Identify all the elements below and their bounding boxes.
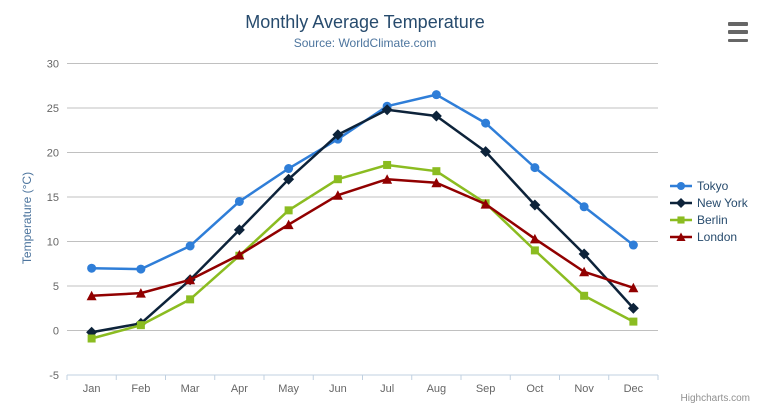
x-axis-label: Aug [427, 383, 447, 395]
y-axis-label: 30 [47, 59, 59, 71]
export-menu-button[interactable] [725, 20, 751, 44]
data-point[interactable] [284, 164, 294, 174]
data-point[interactable] [431, 90, 441, 100]
data-point[interactable] [529, 233, 540, 244]
data-point[interactable] [430, 110, 442, 122]
data-point[interactable] [432, 167, 441, 176]
data-point[interactable] [382, 174, 393, 184]
highcharts-credit[interactable]: Highcharts.com [680, 393, 750, 404]
data-point[interactable] [480, 199, 491, 209]
series-line-tokyo [90, 93, 635, 271]
x-axis-label: Nov [574, 383, 594, 395]
series-line-berlin [90, 163, 635, 340]
legend-item-new-york[interactable]: New York [669, 194, 748, 211]
series-line-new-york [90, 108, 635, 334]
series-london [86, 174, 639, 301]
data-point[interactable] [283, 219, 294, 230]
legend-item-tokyo[interactable]: Tokyo [669, 177, 748, 194]
y-gridlines [67, 63, 658, 376]
series-tokyo [87, 90, 638, 274]
data-point[interactable] [579, 266, 590, 277]
data-point[interactable] [332, 129, 344, 141]
y-axis-label: 5 [53, 281, 59, 293]
hamburger-menu-icon [728, 38, 748, 42]
data-point[interactable] [234, 196, 244, 206]
legend-item-berlin[interactable]: Berlin [669, 211, 748, 228]
hamburger-menu-icon [728, 22, 748, 26]
legend-label: New York [697, 195, 748, 210]
data-point[interactable] [530, 163, 540, 173]
y-axis-label: 15 [47, 192, 59, 204]
y-axis-label: -5 [49, 370, 59, 382]
hamburger-menu-icon [728, 30, 748, 34]
y-axis-label: 20 [47, 148, 59, 160]
x-axis-label: Feb [131, 383, 150, 395]
series-new-york [86, 104, 639, 338]
x-axis-label: Jan [83, 383, 101, 395]
legend: Tokyo New York Berlin London [669, 177, 748, 245]
data-point[interactable] [381, 104, 393, 116]
data-point[interactable] [136, 321, 145, 330]
chart-subtitle: Source: WorldClimate.com [293, 36, 437, 50]
chart-title: Monthly Average Temperature [245, 12, 485, 32]
legend-label: London [697, 229, 738, 244]
x-axis-label: Apr [231, 383, 248, 395]
y-axis-label: 0 [53, 326, 59, 338]
x-axis [66, 374, 659, 380]
series-line-london [90, 177, 635, 298]
data-point[interactable] [529, 199, 541, 211]
legend-marker-new-york [670, 197, 692, 208]
data-point[interactable] [629, 317, 638, 326]
x-axis-label: Sep [476, 383, 496, 395]
legend-marker-berlin [670, 215, 692, 224]
data-point[interactable] [186, 295, 195, 304]
x-axis-label: Oct [526, 383, 543, 395]
data-point[interactable] [87, 334, 96, 343]
data-point[interactable] [234, 249, 245, 260]
x-axis-labels: Jan Feb Mar Apr May Jun Jul Aug Sep Oct Nov Dec [83, 383, 644, 395]
x-axis-label: May [278, 383, 299, 395]
data-point[interactable] [383, 160, 392, 169]
data-point[interactable] [628, 240, 638, 250]
data-point[interactable] [135, 288, 146, 298]
data-point[interactable] [233, 224, 245, 236]
data-point[interactable] [480, 146, 492, 158]
data-point[interactable] [481, 118, 491, 128]
data-point[interactable] [185, 241, 195, 251]
y-axis-label: 10 [47, 237, 59, 249]
legend-label: Tokyo [697, 178, 729, 193]
data-point[interactable] [284, 206, 293, 215]
data-point[interactable] [185, 274, 196, 285]
x-axis-label: Jun [329, 383, 347, 395]
legend-label: Berlin [697, 212, 728, 227]
data-point[interactable] [530, 246, 539, 255]
legend-item-london[interactable]: London [669, 228, 748, 245]
data-point[interactable] [283, 173, 295, 185]
data-point[interactable] [333, 175, 342, 184]
legend-marker-tokyo [670, 181, 692, 190]
data-point[interactable] [628, 282, 639, 293]
legend-marker-london [670, 231, 692, 241]
x-axis-label: Jul [380, 383, 394, 395]
data-point[interactable] [332, 190, 343, 200]
y-axis-labels: -5 0 5 10 15 20 25 30 [47, 59, 59, 383]
data-point[interactable] [627, 302, 639, 314]
x-axis-label: Dec [624, 383, 644, 395]
x-axis-label: Mar [181, 383, 200, 395]
y-axis-label: 25 [47, 103, 59, 115]
data-point[interactable] [431, 177, 442, 188]
data-point[interactable] [578, 248, 590, 260]
data-point[interactable] [87, 263, 97, 273]
data-point[interactable] [580, 291, 589, 300]
data-point[interactable] [579, 202, 589, 212]
data-point[interactable] [86, 290, 97, 301]
y-axis-title: Temperature (°C) [20, 171, 34, 265]
data-point[interactable] [136, 264, 146, 274]
